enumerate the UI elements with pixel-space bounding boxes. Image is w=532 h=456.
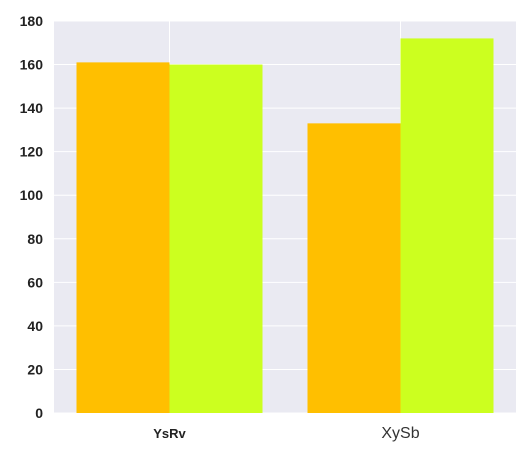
bar-xysb-series-2 bbox=[400, 38, 494, 414]
y-tick-label: 160 bbox=[20, 57, 44, 73]
y-tick-label: 120 bbox=[20, 144, 44, 160]
y-tick-label: 100 bbox=[20, 187, 44, 203]
y-tick-label: 80 bbox=[27, 231, 43, 247]
bars bbox=[76, 38, 494, 414]
y-tick-label: 40 bbox=[27, 318, 43, 334]
y-tick-label: 60 bbox=[27, 274, 43, 290]
y-tick-label: 180 bbox=[20, 13, 44, 29]
y-tick-label: 20 bbox=[27, 361, 43, 377]
bar-ysrv-series-1 bbox=[76, 62, 170, 413]
y-tick-label: 140 bbox=[20, 100, 44, 116]
x-axis-ticks: YsRv XySb bbox=[153, 425, 419, 442]
y-tick-label: 0 bbox=[35, 405, 43, 421]
x-tick-label: YsRv bbox=[153, 426, 186, 441]
bar-xysb-series-1 bbox=[307, 123, 401, 413]
x-tick-label: XySb bbox=[381, 425, 419, 442]
bar-ysrv-series-2 bbox=[169, 64, 263, 414]
y-axis-ticks: 0 20 40 60 80 100 120 140 160 180 bbox=[20, 13, 44, 421]
